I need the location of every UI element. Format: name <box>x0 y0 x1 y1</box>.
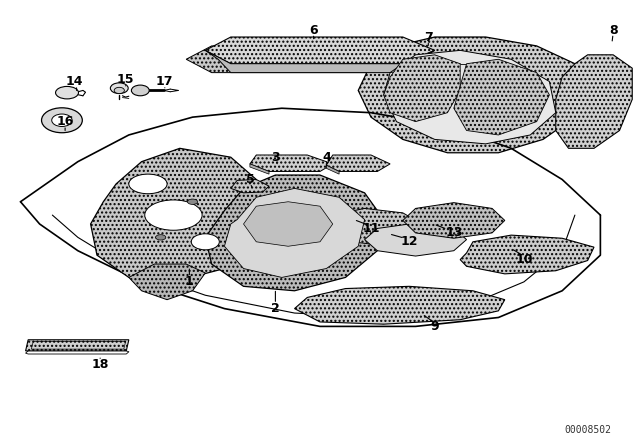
Polygon shape <box>454 59 549 135</box>
Polygon shape <box>250 164 269 174</box>
Polygon shape <box>205 175 384 291</box>
Ellipse shape <box>188 199 198 204</box>
Polygon shape <box>225 188 365 277</box>
Text: 6: 6 <box>309 24 318 37</box>
Text: 11: 11 <box>362 222 380 235</box>
Ellipse shape <box>110 83 128 94</box>
Text: 9: 9 <box>430 320 439 333</box>
Ellipse shape <box>56 86 79 99</box>
Text: 14: 14 <box>66 75 83 88</box>
Ellipse shape <box>131 85 149 96</box>
Ellipse shape <box>191 234 220 250</box>
Text: 2: 2 <box>271 302 280 315</box>
Text: 00008502: 00008502 <box>564 425 611 435</box>
Text: 3: 3 <box>271 151 280 164</box>
Text: 15: 15 <box>117 73 134 86</box>
Text: 12: 12 <box>401 235 418 248</box>
Polygon shape <box>244 202 333 246</box>
Polygon shape <box>91 148 269 282</box>
Polygon shape <box>205 50 435 73</box>
Ellipse shape <box>42 108 83 133</box>
Polygon shape <box>231 180 269 193</box>
Text: 18: 18 <box>92 358 109 371</box>
Polygon shape <box>250 155 333 172</box>
Text: 10: 10 <box>515 253 532 266</box>
Polygon shape <box>403 202 505 238</box>
Polygon shape <box>556 55 632 148</box>
Ellipse shape <box>114 87 124 94</box>
Ellipse shape <box>156 235 166 240</box>
Text: 16: 16 <box>56 115 74 128</box>
Text: 8: 8 <box>609 24 618 37</box>
Polygon shape <box>129 264 205 300</box>
Ellipse shape <box>129 174 167 194</box>
Polygon shape <box>460 235 594 274</box>
Text: 17: 17 <box>155 75 173 88</box>
Polygon shape <box>294 286 505 324</box>
Text: 1: 1 <box>185 276 194 289</box>
Text: 13: 13 <box>445 226 463 239</box>
Polygon shape <box>365 223 467 256</box>
Polygon shape <box>358 37 588 153</box>
Ellipse shape <box>145 200 202 230</box>
Polygon shape <box>186 46 415 73</box>
Polygon shape <box>205 37 435 64</box>
Polygon shape <box>26 340 129 351</box>
Text: 5: 5 <box>246 173 254 186</box>
Polygon shape <box>326 165 339 174</box>
Ellipse shape <box>52 114 72 126</box>
Text: 7: 7 <box>424 30 433 43</box>
Text: 4: 4 <box>322 151 331 164</box>
Polygon shape <box>326 155 390 172</box>
Polygon shape <box>384 50 556 144</box>
Polygon shape <box>320 208 422 244</box>
Polygon shape <box>384 55 460 121</box>
